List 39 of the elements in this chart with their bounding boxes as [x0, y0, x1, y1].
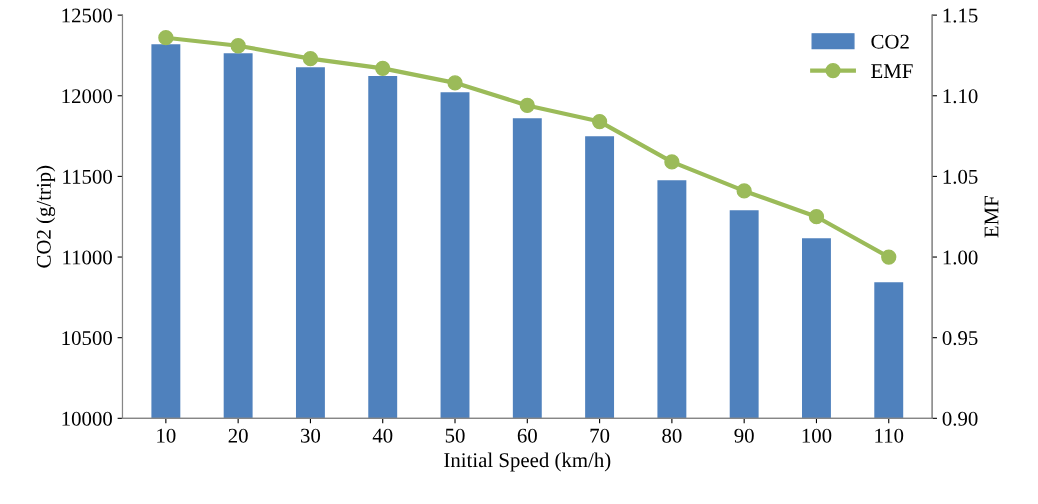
x-tick-label: 70	[590, 428, 610, 443]
y2-axis-title: EMF	[984, 196, 999, 238]
point	[664, 154, 680, 170]
point	[591, 113, 608, 130]
point	[519, 97, 535, 114]
y-tick-label: 10500	[62, 331, 112, 346]
x-tick-label: 80	[662, 428, 682, 443]
point	[736, 183, 752, 199]
x-tick-label: 10	[157, 428, 176, 443]
point	[158, 30, 174, 46]
point	[302, 51, 319, 67]
y2-tick-label: 1.00	[943, 250, 978, 265]
y-tick-label: 12500	[62, 8, 112, 23]
point	[881, 249, 897, 265]
point	[808, 209, 825, 225]
x-tick-label: 20	[228, 428, 248, 443]
y-tick-label: 12000	[62, 89, 112, 104]
y-tick-label: 10000	[62, 411, 112, 426]
y2-tick-label: 1.10	[943, 89, 978, 104]
x-tick-label: 110	[875, 428, 904, 443]
legend-label: CO2	[871, 34, 909, 49]
x-tick-label: 90	[734, 428, 754, 443]
y2-tick-label: 1.05	[943, 169, 978, 184]
y-tick-label: 11000	[63, 250, 112, 265]
y2-tick-label: 0.90	[942, 411, 978, 426]
x-tick-label: 50	[445, 428, 465, 443]
y2-tick-label: 1.15	[943, 8, 978, 23]
legend-label: EMF	[871, 64, 913, 78]
point	[375, 60, 391, 76]
y-axis-title: CO2 (g/trip)	[36, 165, 56, 268]
x-tick-label: 30	[301, 428, 321, 443]
y2-tick-label: 0.95	[942, 331, 978, 346]
x-tick-label: 40	[372, 428, 393, 443]
point	[447, 75, 463, 91]
x-tick-label: 100	[802, 428, 832, 443]
x-tick-label: 60	[517, 428, 537, 443]
x-axis-title: Initial Speed (km/h)	[444, 452, 611, 472]
y-tick-label: 11500	[63, 169, 112, 184]
point	[230, 38, 246, 54]
